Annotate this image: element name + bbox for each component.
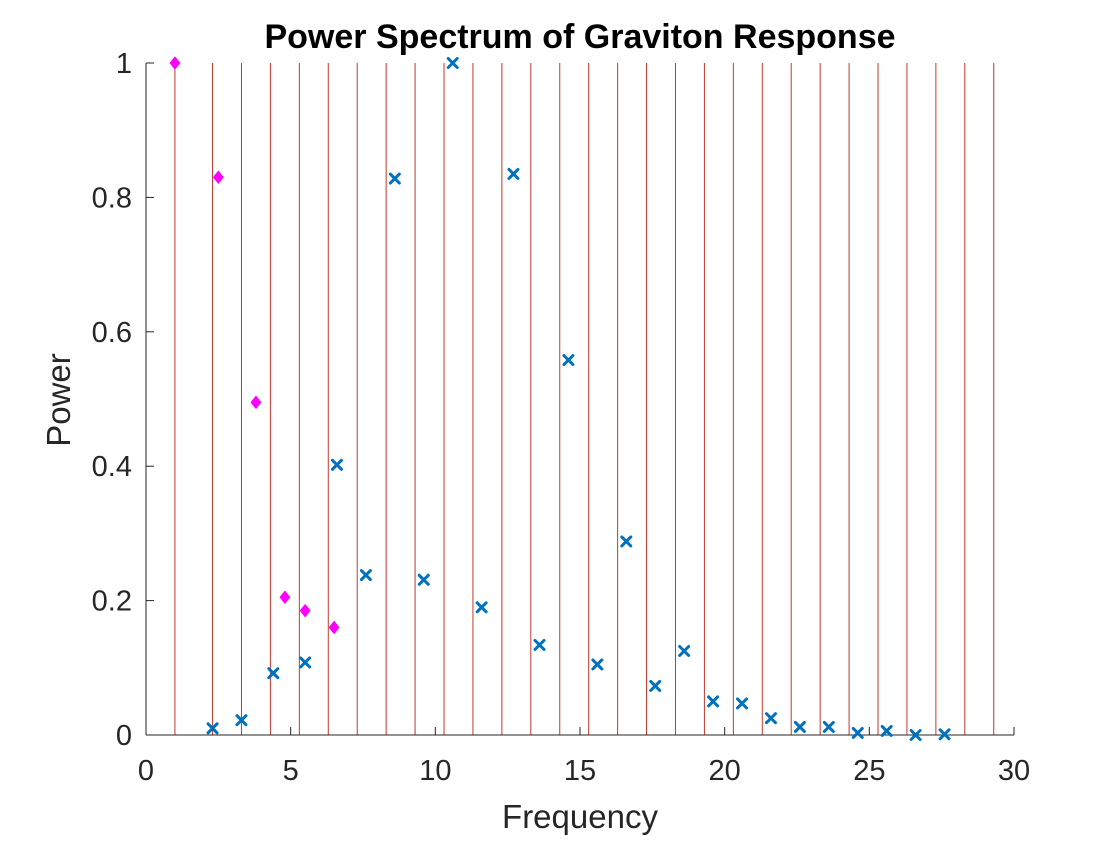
data-point-x-stroke	[562, 354, 575, 367]
y-tick-label: 1	[116, 48, 132, 80]
data-point-x-stroke	[507, 167, 520, 180]
data-point-x-stroke	[359, 569, 372, 582]
reference-lines	[174, 63, 995, 735]
x-tick-label: 5	[283, 755, 299, 787]
x-axis-label: Frequency	[502, 798, 658, 835]
data-point-diamond	[169, 56, 181, 70]
data-point-x	[206, 722, 219, 735]
data-point-x	[736, 697, 749, 710]
x-tick-label: 25	[853, 755, 885, 787]
data-point-x-stroke	[938, 728, 951, 741]
data-point-x-stroke	[446, 57, 459, 69]
data-point-diamond	[250, 395, 262, 410]
data-point-x-stroke	[299, 656, 312, 669]
data-markers	[169, 56, 951, 741]
data-point-x-stroke	[206, 722, 219, 735]
data-point-x	[793, 720, 806, 733]
data-point-x	[533, 638, 546, 651]
data-point-x	[446, 57, 459, 69]
data-point-x	[591, 658, 604, 671]
data-point-x	[417, 573, 430, 586]
data-point-x	[938, 728, 951, 741]
data-point-x-stroke	[764, 712, 777, 725]
data-point-x-stroke	[267, 667, 280, 680]
x-tick-label: 0	[138, 755, 154, 787]
data-point-x-stroke	[591, 658, 604, 671]
data-point-x	[388, 172, 401, 185]
data-point-x	[475, 601, 488, 614]
y-tick-label: 0.4	[92, 451, 132, 483]
data-point-x-stroke	[475, 601, 488, 614]
data-point-x	[330, 458, 343, 471]
x-tick-label: 10	[419, 755, 451, 787]
data-point-x-stroke	[330, 458, 343, 471]
data-point-x	[507, 167, 520, 180]
data-point-x-stroke	[388, 172, 401, 185]
data-point-x-stroke	[793, 720, 806, 733]
data-point-x	[620, 535, 633, 548]
y-tick-label: 0	[116, 720, 132, 752]
data-point-x-stroke	[235, 714, 248, 727]
data-point-x	[851, 726, 864, 739]
data-point-x-stroke	[851, 726, 864, 739]
data-point-x-stroke	[909, 729, 922, 741]
data-point-x-stroke	[620, 535, 633, 548]
data-point-x	[880, 724, 893, 737]
data-point-x	[235, 714, 248, 727]
axes: 0 5 10 15 20 25 30 0 0.2 0.4 0.6 0.8 1	[92, 48, 1030, 787]
data-point-diamond	[299, 603, 311, 618]
data-point-x	[909, 729, 922, 741]
data-point-x-stroke	[533, 638, 546, 651]
data-point-x-stroke	[417, 573, 430, 586]
data-point-x-stroke	[822, 720, 835, 733]
data-point-x	[707, 695, 720, 708]
data-point-diamond	[212, 170, 224, 185]
data-point-x	[359, 569, 372, 582]
data-point-x-stroke	[880, 724, 893, 737]
data-point-x	[649, 679, 662, 692]
data-point-diamond	[328, 620, 340, 635]
y-tick-label: 0.6	[92, 317, 132, 349]
data-point-x	[299, 656, 312, 669]
data-point-x-stroke	[736, 697, 749, 710]
data-point-x-stroke	[678, 645, 691, 657]
data-point-diamond	[279, 590, 291, 605]
data-point-x	[764, 712, 777, 725]
data-point-x	[562, 354, 575, 367]
x-tick-label: 20	[709, 755, 741, 787]
x-tick-label: 15	[564, 755, 596, 787]
data-point-x	[822, 720, 835, 733]
data-point-x	[678, 645, 691, 657]
y-tick-label: 0.2	[92, 586, 132, 618]
data-point-x-stroke	[649, 679, 662, 692]
chart-title: Power Spectrum of Graviton Response	[264, 18, 895, 56]
x-tick-label: 30	[998, 755, 1030, 787]
y-axis-label: Power	[40, 353, 77, 447]
data-point-x	[267, 667, 280, 680]
y-tick-label: 0.8	[92, 182, 132, 214]
data-point-x-stroke	[707, 695, 720, 708]
